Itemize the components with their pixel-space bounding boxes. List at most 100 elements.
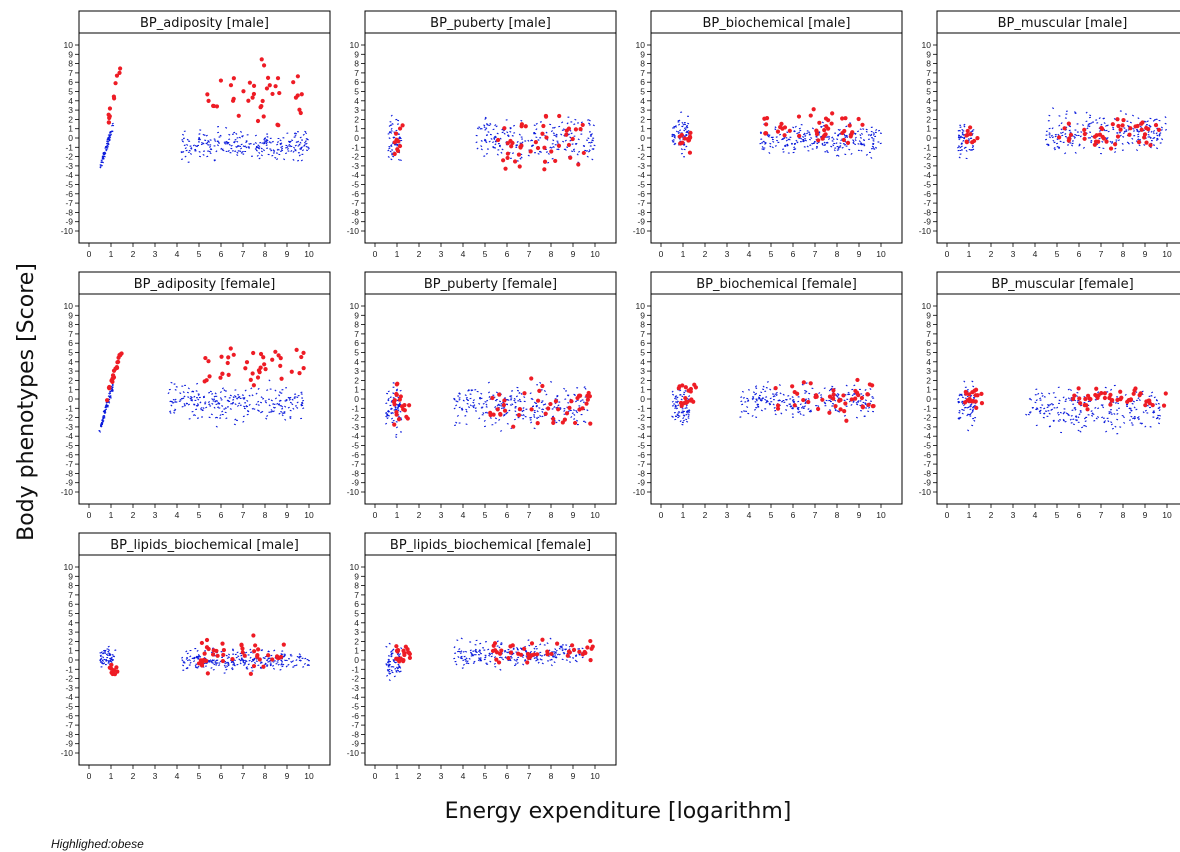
sample-point xyxy=(257,404,260,406)
sample-point xyxy=(960,149,964,151)
obese-point xyxy=(405,647,410,652)
sample-point xyxy=(674,125,677,128)
sample-point xyxy=(305,145,308,148)
sample-point xyxy=(245,405,248,407)
sample-point xyxy=(1138,399,1141,401)
obese-point xyxy=(859,395,864,401)
sample-point xyxy=(111,122,114,125)
x-tick-label: 5 xyxy=(197,510,202,520)
sample-point xyxy=(1110,388,1113,391)
sample-point xyxy=(107,661,110,664)
sample-point xyxy=(280,146,283,148)
x-tick-label: 10 xyxy=(304,771,314,781)
sample-point xyxy=(808,410,811,413)
sample-point xyxy=(298,653,301,656)
y-tick-label: 10 xyxy=(922,40,932,50)
sample-point xyxy=(496,640,499,643)
sample-point xyxy=(465,410,468,413)
sample-point xyxy=(197,393,200,396)
sample-point xyxy=(969,408,972,411)
sample-point xyxy=(182,151,185,153)
facet-title: BP_muscular [female] xyxy=(991,277,1133,292)
sample-point xyxy=(187,396,190,398)
sample-point xyxy=(1111,142,1114,145)
sample-point xyxy=(570,132,573,135)
sample-point xyxy=(962,404,966,407)
obese-point xyxy=(580,122,585,128)
sample-point xyxy=(833,149,836,152)
obese-point xyxy=(494,657,499,662)
obese-point xyxy=(1067,136,1072,141)
sample-point xyxy=(104,650,107,653)
sample-point xyxy=(521,410,524,413)
obese-point xyxy=(827,410,832,415)
y-tick-label: 8 xyxy=(926,59,931,69)
sample-point xyxy=(1117,402,1120,405)
x-tick-label: 0 xyxy=(373,771,378,781)
sample-point xyxy=(1081,426,1084,429)
y-tick-label: -7 xyxy=(637,459,645,469)
obese-point xyxy=(811,107,816,112)
obese-point xyxy=(109,662,114,667)
sample-point xyxy=(286,145,289,148)
y-tick-label: -6 xyxy=(637,189,645,199)
sample-point xyxy=(769,403,772,406)
obese-point xyxy=(113,81,118,86)
obese-point xyxy=(396,417,402,422)
sample-point xyxy=(466,402,469,405)
obese-point xyxy=(1115,117,1120,122)
sample-point xyxy=(107,140,110,143)
x-tick-label: 6 xyxy=(1077,249,1082,259)
sample-point xyxy=(850,403,853,406)
x-tick-label: 2 xyxy=(131,771,136,781)
sample-point xyxy=(1117,139,1120,142)
sample-point xyxy=(958,134,961,137)
x-tick-label: 9 xyxy=(857,510,862,520)
obese-point xyxy=(546,406,551,411)
x-tick-label: 2 xyxy=(417,249,422,259)
y-tick-label: -7 xyxy=(65,459,73,469)
sample-point xyxy=(266,389,269,392)
obese-point xyxy=(218,78,224,83)
sample-point xyxy=(257,144,260,147)
sample-point xyxy=(463,655,466,658)
obese-point xyxy=(497,651,503,656)
obese-point xyxy=(243,366,248,371)
obese-point xyxy=(111,368,117,373)
sample-point xyxy=(839,142,842,144)
sample-point xyxy=(533,416,536,418)
obese-point xyxy=(535,652,540,657)
sample-point xyxy=(752,397,755,400)
y-tick-label: -3 xyxy=(351,161,359,171)
sample-point xyxy=(478,417,481,420)
sample-point xyxy=(553,661,556,664)
sample-point xyxy=(385,422,388,425)
sample-point xyxy=(1096,122,1099,124)
sample-point xyxy=(586,409,589,412)
sample-point xyxy=(265,144,268,147)
sample-point xyxy=(236,651,239,654)
sample-point xyxy=(247,410,250,413)
sample-point xyxy=(537,152,540,155)
sample-point xyxy=(221,387,225,390)
sample-point xyxy=(1132,400,1135,403)
obese-point xyxy=(266,653,271,658)
sample-point xyxy=(99,425,103,427)
obese-point xyxy=(261,63,267,68)
sample-point xyxy=(290,150,293,153)
plot-area xyxy=(78,32,331,244)
sample-point xyxy=(971,380,974,383)
sample-point xyxy=(1053,147,1056,149)
sample-point xyxy=(302,666,305,668)
obese-point xyxy=(1082,136,1087,141)
obese-point xyxy=(773,385,778,391)
sample-point xyxy=(1111,141,1114,143)
sample-point xyxy=(967,429,970,432)
y-tick-label: -10 xyxy=(347,487,360,497)
y-tick-label: -2 xyxy=(923,413,931,423)
sample-point xyxy=(755,387,758,390)
sample-point xyxy=(591,158,594,161)
sample-point xyxy=(180,158,183,161)
facet-title: BP_adiposity [male] xyxy=(140,16,269,31)
sample-point xyxy=(567,410,571,413)
